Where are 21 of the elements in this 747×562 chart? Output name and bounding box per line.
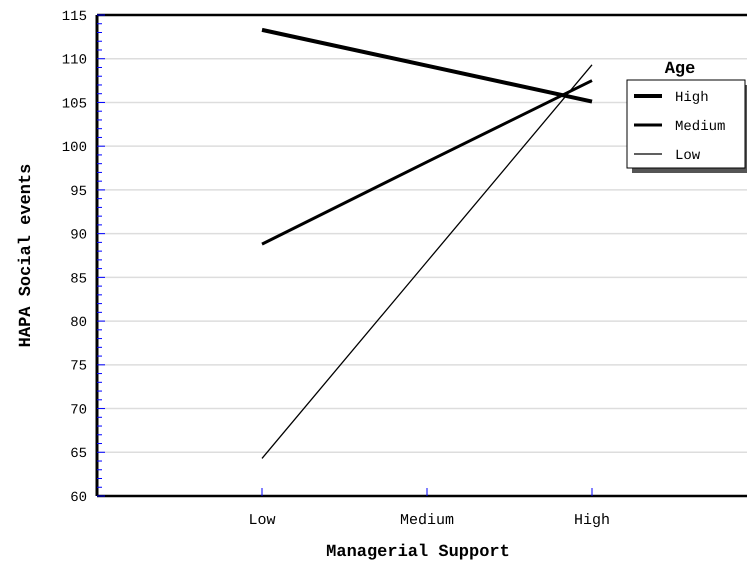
- x-tick-label: Low: [248, 512, 276, 529]
- legend-label: Medium: [675, 118, 726, 135]
- x-tick-label: Medium: [400, 512, 454, 529]
- legend-title: Age: [664, 60, 696, 79]
- y-tick-label: 105: [62, 96, 87, 112]
- y-tick-label: 60: [70, 490, 87, 506]
- y-tick-label: 85: [70, 271, 87, 288]
- x-axis-title: Managerial Support: [326, 543, 510, 562]
- y-axis-title: HAPA Social events: [17, 164, 36, 348]
- y-tick-label: 90: [70, 228, 87, 244]
- y-tick-label: 75: [70, 358, 87, 375]
- y-tick-label: 80: [70, 314, 87, 331]
- y-tick-label: 70: [70, 402, 87, 418]
- y-tick-label: 110: [62, 52, 87, 69]
- y-tick-label: 65: [70, 446, 87, 462]
- legend-label: Low: [675, 148, 701, 164]
- y-tick-label: 115: [62, 8, 87, 25]
- y-tick-label: 100: [62, 140, 87, 156]
- legend-label: High: [675, 90, 709, 106]
- y-tick-label: 95: [70, 184, 87, 200]
- x-tick-label: High: [574, 512, 610, 529]
